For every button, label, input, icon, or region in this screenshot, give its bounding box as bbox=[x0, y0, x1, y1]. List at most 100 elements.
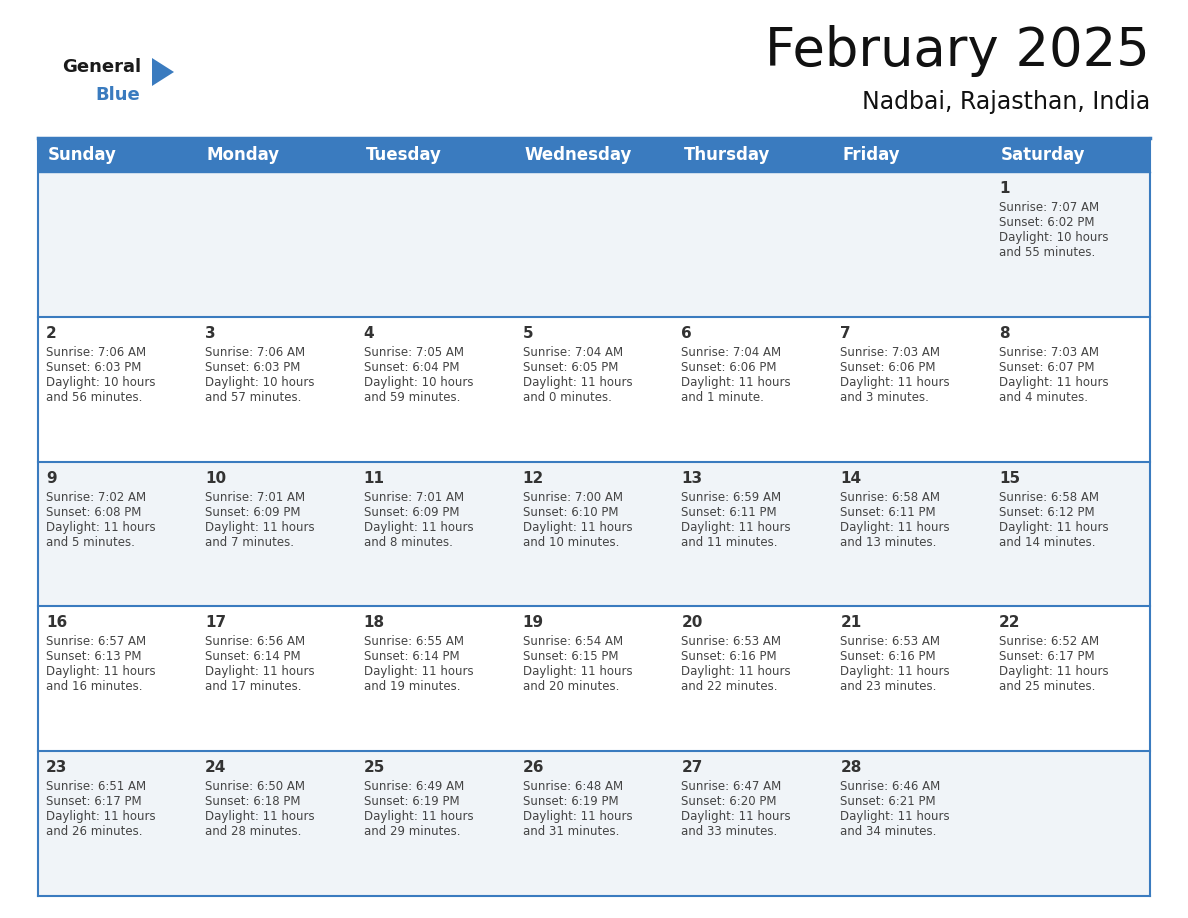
Text: 12: 12 bbox=[523, 471, 544, 486]
Text: Daylight: 10 hours: Daylight: 10 hours bbox=[46, 375, 156, 389]
Text: and 31 minutes.: and 31 minutes. bbox=[523, 825, 619, 838]
Text: Sunset: 6:14 PM: Sunset: 6:14 PM bbox=[204, 650, 301, 664]
Text: Daylight: 10 hours: Daylight: 10 hours bbox=[364, 375, 473, 389]
Text: 1: 1 bbox=[999, 181, 1010, 196]
Text: Daylight: 11 hours: Daylight: 11 hours bbox=[840, 666, 950, 678]
Text: 9: 9 bbox=[46, 471, 57, 486]
Text: Saturday: Saturday bbox=[1001, 146, 1086, 164]
Text: Sunrise: 7:05 AM: Sunrise: 7:05 AM bbox=[364, 346, 463, 359]
Text: Sunrise: 6:52 AM: Sunrise: 6:52 AM bbox=[999, 635, 1099, 648]
Text: and 59 minutes.: and 59 minutes. bbox=[364, 391, 460, 404]
Text: Sunrise: 7:06 AM: Sunrise: 7:06 AM bbox=[204, 346, 305, 359]
Text: Sunset: 6:13 PM: Sunset: 6:13 PM bbox=[46, 650, 141, 664]
Bar bbox=[38, 138, 1150, 172]
Text: Sunrise: 6:56 AM: Sunrise: 6:56 AM bbox=[204, 635, 305, 648]
Bar bbox=[38, 751, 1150, 896]
Text: Daylight: 11 hours: Daylight: 11 hours bbox=[204, 811, 315, 823]
Text: Daylight: 10 hours: Daylight: 10 hours bbox=[204, 375, 315, 389]
Text: Thursday: Thursday bbox=[683, 146, 770, 164]
Text: and 56 minutes.: and 56 minutes. bbox=[46, 391, 143, 404]
Text: Sunrise: 6:54 AM: Sunrise: 6:54 AM bbox=[523, 635, 623, 648]
Text: Sunset: 6:03 PM: Sunset: 6:03 PM bbox=[204, 361, 301, 374]
Text: 19: 19 bbox=[523, 615, 544, 631]
Text: Sunset: 6:19 PM: Sunset: 6:19 PM bbox=[364, 795, 460, 808]
Text: Daylight: 11 hours: Daylight: 11 hours bbox=[204, 521, 315, 533]
Text: Sunset: 6:05 PM: Sunset: 6:05 PM bbox=[523, 361, 618, 374]
Text: and 16 minutes.: and 16 minutes. bbox=[46, 680, 143, 693]
Text: Sunset: 6:21 PM: Sunset: 6:21 PM bbox=[840, 795, 936, 808]
Text: Sunset: 6:09 PM: Sunset: 6:09 PM bbox=[204, 506, 301, 519]
Text: 26: 26 bbox=[523, 760, 544, 775]
Text: Sunset: 6:04 PM: Sunset: 6:04 PM bbox=[364, 361, 460, 374]
Text: 2: 2 bbox=[46, 326, 57, 341]
Text: Daylight: 11 hours: Daylight: 11 hours bbox=[999, 375, 1108, 389]
Text: 13: 13 bbox=[682, 471, 702, 486]
Text: 11: 11 bbox=[364, 471, 385, 486]
Text: Sunset: 6:14 PM: Sunset: 6:14 PM bbox=[364, 650, 460, 664]
Text: Sunset: 6:03 PM: Sunset: 6:03 PM bbox=[46, 361, 141, 374]
Text: Sunset: 6:06 PM: Sunset: 6:06 PM bbox=[682, 361, 777, 374]
Text: 6: 6 bbox=[682, 326, 693, 341]
Text: 4: 4 bbox=[364, 326, 374, 341]
Text: Daylight: 11 hours: Daylight: 11 hours bbox=[682, 521, 791, 533]
Text: Daylight: 11 hours: Daylight: 11 hours bbox=[840, 375, 950, 389]
Text: Sunset: 6:20 PM: Sunset: 6:20 PM bbox=[682, 795, 777, 808]
Text: Sunset: 6:12 PM: Sunset: 6:12 PM bbox=[999, 506, 1095, 519]
Text: Daylight: 11 hours: Daylight: 11 hours bbox=[523, 375, 632, 389]
Text: Daylight: 11 hours: Daylight: 11 hours bbox=[999, 521, 1108, 533]
Text: Sunrise: 7:01 AM: Sunrise: 7:01 AM bbox=[364, 490, 463, 504]
Text: Sunrise: 7:04 AM: Sunrise: 7:04 AM bbox=[523, 346, 623, 359]
Text: Friday: Friday bbox=[842, 146, 901, 164]
Text: and 29 minutes.: and 29 minutes. bbox=[364, 825, 460, 838]
Text: Sunrise: 7:03 AM: Sunrise: 7:03 AM bbox=[840, 346, 940, 359]
Text: Sunrise: 6:51 AM: Sunrise: 6:51 AM bbox=[46, 780, 146, 793]
Text: and 7 minutes.: and 7 minutes. bbox=[204, 535, 293, 549]
Text: and 25 minutes.: and 25 minutes. bbox=[999, 680, 1095, 693]
Text: Sunrise: 7:00 AM: Sunrise: 7:00 AM bbox=[523, 490, 623, 504]
Text: Sunrise: 7:01 AM: Sunrise: 7:01 AM bbox=[204, 490, 305, 504]
Text: Sunrise: 6:46 AM: Sunrise: 6:46 AM bbox=[840, 780, 941, 793]
Text: Sunset: 6:17 PM: Sunset: 6:17 PM bbox=[46, 795, 141, 808]
Text: Sunset: 6:06 PM: Sunset: 6:06 PM bbox=[840, 361, 936, 374]
Text: 20: 20 bbox=[682, 615, 703, 631]
Text: and 20 minutes.: and 20 minutes. bbox=[523, 680, 619, 693]
Text: Daylight: 11 hours: Daylight: 11 hours bbox=[523, 521, 632, 533]
Text: Daylight: 10 hours: Daylight: 10 hours bbox=[999, 231, 1108, 244]
Text: Sunset: 6:11 PM: Sunset: 6:11 PM bbox=[840, 506, 936, 519]
Text: 28: 28 bbox=[840, 760, 861, 775]
Text: Sunset: 6:11 PM: Sunset: 6:11 PM bbox=[682, 506, 777, 519]
Text: 25: 25 bbox=[364, 760, 385, 775]
Text: and 19 minutes.: and 19 minutes. bbox=[364, 680, 460, 693]
Text: and 3 minutes.: and 3 minutes. bbox=[840, 391, 929, 404]
Text: 15: 15 bbox=[999, 471, 1020, 486]
Text: Sunrise: 6:48 AM: Sunrise: 6:48 AM bbox=[523, 780, 623, 793]
Text: Sunrise: 6:59 AM: Sunrise: 6:59 AM bbox=[682, 490, 782, 504]
Text: Wednesday: Wednesday bbox=[525, 146, 632, 164]
Text: Daylight: 11 hours: Daylight: 11 hours bbox=[364, 666, 473, 678]
Text: Daylight: 11 hours: Daylight: 11 hours bbox=[364, 811, 473, 823]
Text: Sunday: Sunday bbox=[48, 146, 116, 164]
Text: 24: 24 bbox=[204, 760, 226, 775]
Text: Sunset: 6:18 PM: Sunset: 6:18 PM bbox=[204, 795, 301, 808]
Text: Sunset: 6:10 PM: Sunset: 6:10 PM bbox=[523, 506, 618, 519]
Text: Monday: Monday bbox=[207, 146, 280, 164]
Text: Nadbai, Rajasthan, India: Nadbai, Rajasthan, India bbox=[861, 90, 1150, 114]
Text: Blue: Blue bbox=[95, 86, 140, 104]
Text: 8: 8 bbox=[999, 326, 1010, 341]
Text: Sunset: 6:19 PM: Sunset: 6:19 PM bbox=[523, 795, 618, 808]
Text: 10: 10 bbox=[204, 471, 226, 486]
Text: Daylight: 11 hours: Daylight: 11 hours bbox=[840, 521, 950, 533]
Text: 3: 3 bbox=[204, 326, 215, 341]
Text: 14: 14 bbox=[840, 471, 861, 486]
Text: and 26 minutes.: and 26 minutes. bbox=[46, 825, 143, 838]
Text: and 5 minutes.: and 5 minutes. bbox=[46, 535, 135, 549]
Text: 7: 7 bbox=[840, 326, 851, 341]
Text: Daylight: 11 hours: Daylight: 11 hours bbox=[682, 811, 791, 823]
Text: and 0 minutes.: and 0 minutes. bbox=[523, 391, 612, 404]
Text: Sunrise: 6:58 AM: Sunrise: 6:58 AM bbox=[999, 490, 1099, 504]
Text: 23: 23 bbox=[46, 760, 68, 775]
Text: and 57 minutes.: and 57 minutes. bbox=[204, 391, 302, 404]
Text: Sunrise: 6:49 AM: Sunrise: 6:49 AM bbox=[364, 780, 465, 793]
Text: Daylight: 11 hours: Daylight: 11 hours bbox=[364, 521, 473, 533]
Text: and 4 minutes.: and 4 minutes. bbox=[999, 391, 1088, 404]
